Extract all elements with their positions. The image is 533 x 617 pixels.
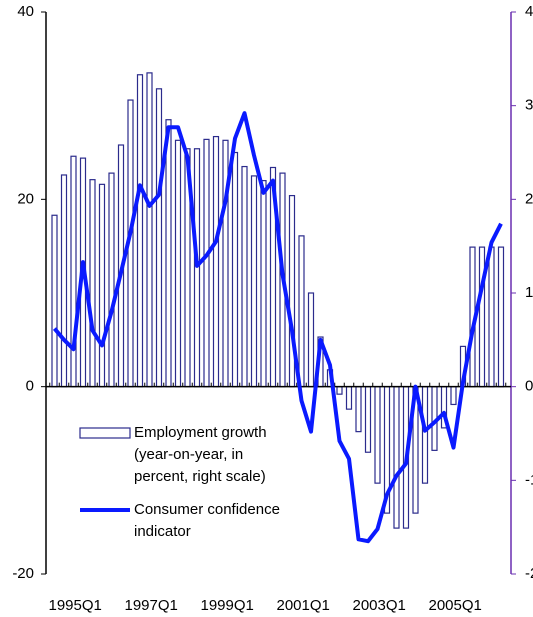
y2-tick-label: -1	[525, 471, 533, 488]
x-tick-label: 1999Q1	[201, 597, 254, 614]
y2-tick-label: 4	[525, 3, 533, 20]
x-tick-label: 1995Q1	[49, 597, 102, 614]
y2-tick-label: 0	[525, 378, 533, 395]
y2-tick-label: -2	[525, 565, 533, 582]
x-tick-label: 2005Q1	[429, 597, 482, 614]
y2-tick-label: 1	[525, 284, 533, 301]
line	[52, 111, 503, 544]
y-tick-label: -20	[12, 565, 34, 582]
legend-bar-swatch	[79, 427, 131, 439]
y-tick-label: 40	[17, 3, 34, 20]
x-tick-label: 2003Q1	[353, 597, 406, 614]
x-tick-label: 2001Q1	[277, 597, 330, 614]
legend-label: Consumer confidence indicator	[134, 501, 280, 540]
legend-label: Employment growth (year-on-year, in perc…	[134, 424, 267, 485]
y-tick-label: 20	[17, 190, 34, 207]
y2-tick-label: 2	[525, 190, 533, 207]
y2-tick-label: 3	[525, 97, 533, 114]
y-tick-label: 0	[26, 378, 34, 395]
x-tick-label: 1997Q1	[125, 597, 178, 614]
